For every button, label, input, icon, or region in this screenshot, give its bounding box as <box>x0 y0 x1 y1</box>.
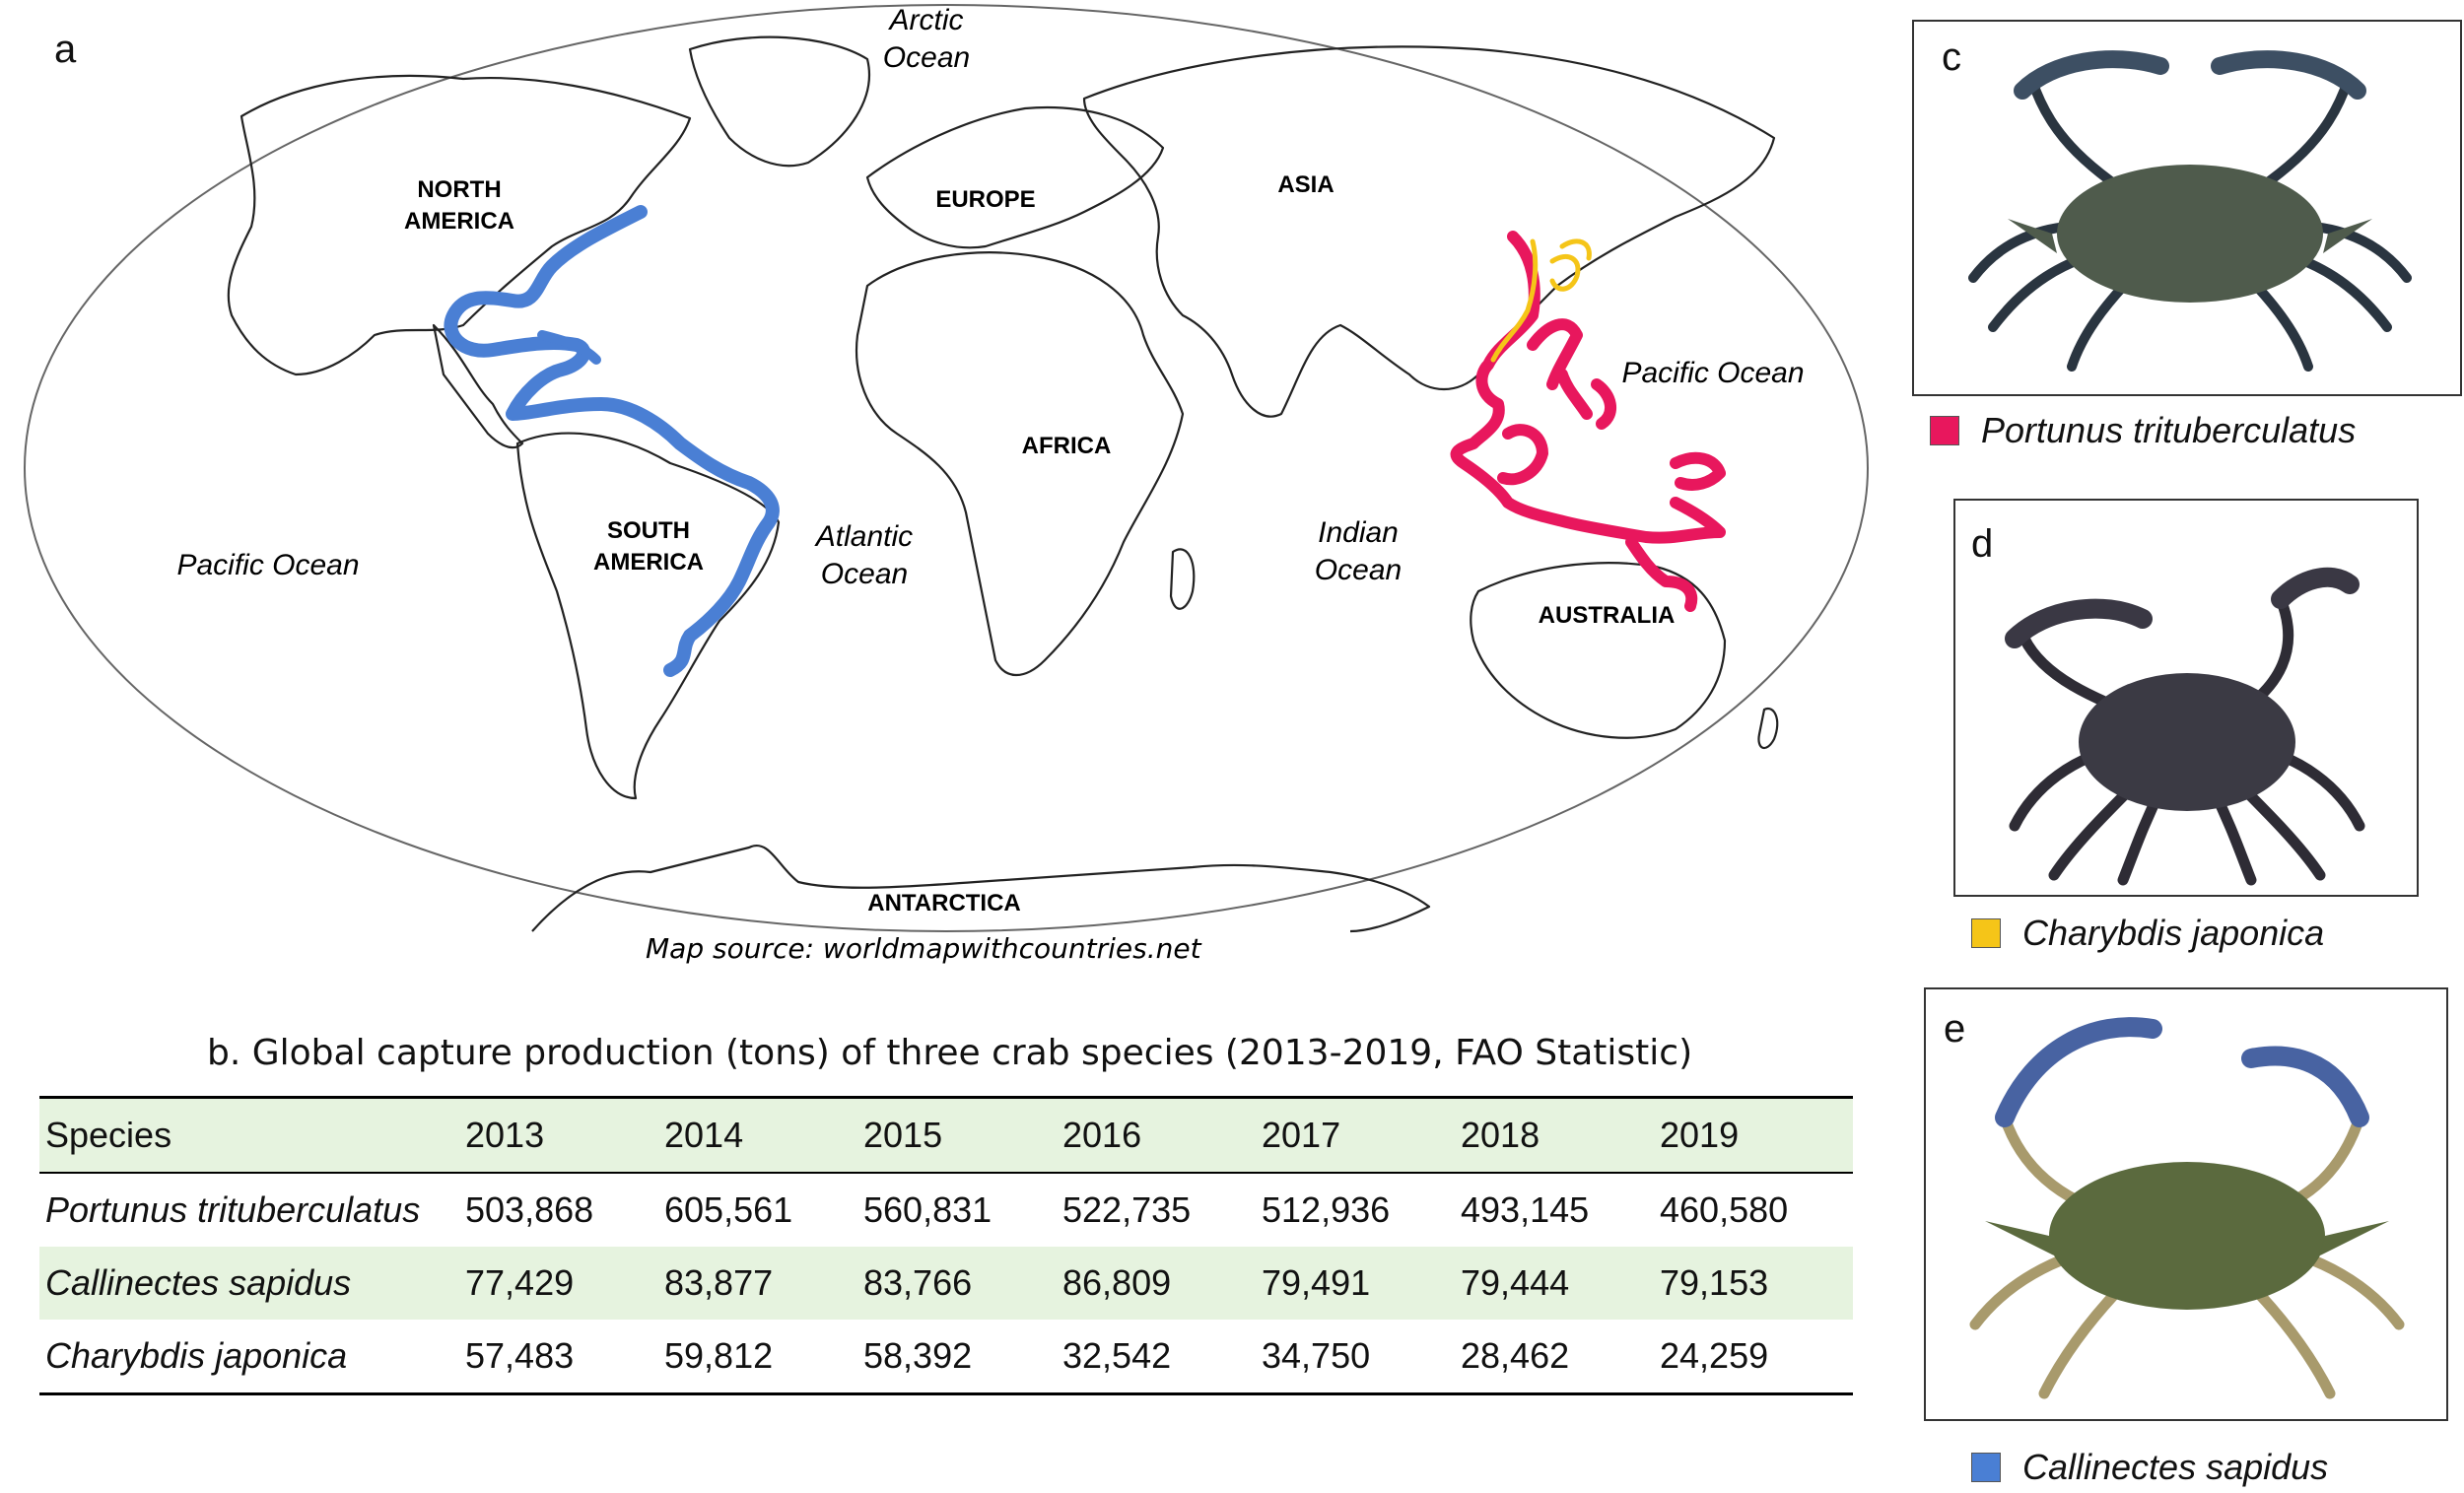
legend-label: Callinectes sapidus <box>2022 1447 2329 1487</box>
crab-photo-callinectes <box>1924 987 2448 1421</box>
header-year: 2014 <box>664 1115 744 1155</box>
new-zealand-outline <box>1757 707 1779 750</box>
capture-production-table: Species 2013 2014 2015 2016 2017 2018 20… <box>39 1096 1853 1395</box>
label-atlantic-ocean-2: Ocean <box>821 558 908 590</box>
asia-outline <box>1082 45 1776 418</box>
panel-label-a: a <box>54 28 77 71</box>
panel-label-c: c <box>1942 35 1961 79</box>
header-species: Species <box>45 1115 172 1155</box>
table-cell: 83,766 <box>863 1262 973 1303</box>
species-name: Charybdis japonica <box>45 1335 348 1376</box>
species-name: Portunus trituberculatus <box>45 1189 421 1230</box>
header-year: 2013 <box>465 1115 545 1155</box>
label-africa: AFRICA <box>1022 433 1112 459</box>
table-cell: 86,809 <box>1062 1262 1172 1303</box>
table-cell: 605,561 <box>664 1189 793 1230</box>
legend-label: Charybdis japonica <box>2022 913 2325 953</box>
table-cell: 503,868 <box>465 1189 594 1230</box>
crab-illustration <box>1968 50 2412 372</box>
label-south-america-2: AMERICA <box>593 549 704 576</box>
table-cell: 77,429 <box>465 1262 575 1303</box>
panel-label-e: e <box>1944 1007 1966 1051</box>
label-arctic-ocean-2: Ocean <box>883 41 970 74</box>
antarctica-outline <box>531 844 1431 933</box>
crab-photo-portunus <box>1912 20 2462 396</box>
table-cell: 493,145 <box>1461 1189 1590 1230</box>
header-year: 2017 <box>1262 1115 1341 1155</box>
legend-swatch <box>1971 918 2001 948</box>
panel-label-d: d <box>1971 522 1994 566</box>
table-cell: 522,735 <box>1062 1189 1192 1230</box>
table-cell: 34,750 <box>1262 1335 1371 1376</box>
label-indian-ocean-1: Indian <box>1318 516 1399 549</box>
central-america-outline <box>432 323 524 449</box>
legend-swatch <box>1971 1453 2001 1482</box>
table-cell: 24,259 <box>1660 1335 1769 1376</box>
label-europe: EUROPE <box>935 186 1035 213</box>
table-row: Charybdis japonica 57,483 59,812 58,392 … <box>39 1320 1853 1394</box>
map-globe-outline <box>24 4 1869 932</box>
crab-illustration <box>2005 567 2365 886</box>
legend-label: Portunus trituberculatus <box>1981 410 2357 450</box>
table-row: Portunus trituberculatus 503,868 605,561… <box>39 1173 1853 1247</box>
label-antarctica: ANTARCTICA <box>867 890 1021 916</box>
header-year: 2016 <box>1062 1115 1142 1155</box>
label-australia: AUSTRALIA <box>1539 602 1676 629</box>
callinectes-sapidus-caribbean <box>537 330 601 365</box>
label-pacific-ocean-east: Pacific Ocean <box>1621 357 1804 389</box>
africa-outline <box>856 251 1185 676</box>
header-year: 2018 <box>1461 1115 1540 1155</box>
portunus-trituberculatus-range <box>1450 231 1726 612</box>
australia-outline <box>1470 562 1727 739</box>
table-header-row: Species 2013 2014 2015 2016 2017 2018 20… <box>39 1097 1853 1173</box>
header-year: 2019 <box>1660 1115 1740 1155</box>
table-cell: 560,831 <box>863 1189 992 1230</box>
table-cell: 512,936 <box>1262 1189 1391 1230</box>
table-cell: 28,462 <box>1461 1335 1570 1376</box>
table-cell: 57,483 <box>465 1335 575 1376</box>
label-atlantic-ocean-1: Atlantic <box>814 520 913 553</box>
legend-item-callinectes: Callinectes sapidus <box>1971 1447 2328 1488</box>
table-cell: 460,580 <box>1660 1189 1789 1230</box>
table-cell: 79,153 <box>1660 1262 1769 1303</box>
table-row: Callinectes sapidus 77,429 83,877 83,766… <box>39 1247 1853 1320</box>
madagascar-outline <box>1169 548 1196 610</box>
table-cell: 59,812 <box>664 1335 774 1376</box>
legend-swatch <box>1930 416 1959 445</box>
greenland-outline <box>688 35 870 168</box>
callinectes-sapidus-range <box>444 205 780 677</box>
charybdis-japonica-range <box>1490 238 1592 363</box>
header-year: 2015 <box>863 1115 943 1155</box>
table-cell: 83,877 <box>664 1262 774 1303</box>
label-south-america-1: SOUTH <box>607 517 690 544</box>
crab-photo-charybdis <box>1953 499 2419 897</box>
europe-outline <box>865 105 1165 249</box>
label-north-america-1: NORTH <box>417 176 501 203</box>
crab-illustration <box>1969 1017 2405 1399</box>
south-america-outline <box>515 432 781 800</box>
label-north-america-2: AMERICA <box>404 208 514 235</box>
table-cell: 32,542 <box>1062 1335 1172 1376</box>
species-name: Callinectes sapidus <box>45 1262 352 1303</box>
legend-item-portunus: Portunus trituberculatus <box>1930 410 2356 451</box>
world-map: NORTH AMERICA SOUTH AMERICA EUROPE ASIA … <box>24 4 1869 965</box>
label-asia: ASIA <box>1277 171 1334 198</box>
label-arctic-ocean-1: Arctic <box>888 4 964 36</box>
table-cell: 79,444 <box>1461 1262 1570 1303</box>
table-cell: 58,392 <box>863 1335 973 1376</box>
north-america-outline <box>227 74 692 376</box>
label-indian-ocean-2: Ocean <box>1315 554 1402 586</box>
label-pacific-ocean-west: Pacific Ocean <box>176 549 359 581</box>
table-cell: 79,491 <box>1262 1262 1371 1303</box>
legend-item-charybdis: Charybdis japonica <box>1971 913 2324 954</box>
table-title: b. Global capture production (tons) of t… <box>207 1033 1693 1073</box>
map-source-credit: Map source: worldmapwithcountries.net <box>646 932 1202 965</box>
